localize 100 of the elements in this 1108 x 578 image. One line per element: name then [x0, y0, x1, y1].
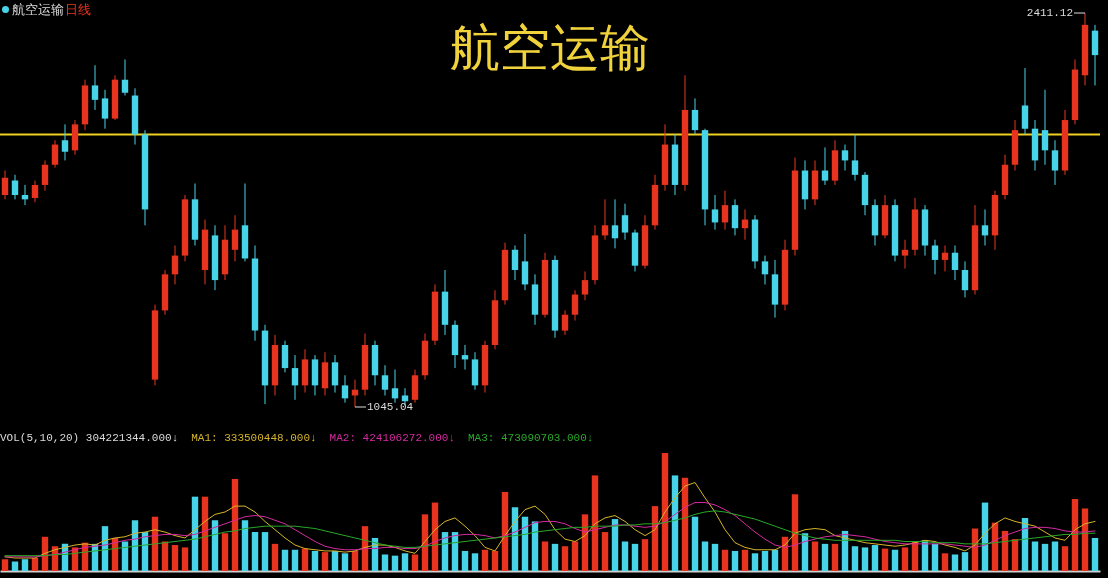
bar: [851, 546, 859, 571]
bar: [741, 549, 749, 571]
bar: [1, 559, 9, 571]
candlestick: [571, 289, 579, 321]
candlestick: [341, 374, 349, 404]
candlestick: [981, 208, 989, 246]
bar: [471, 553, 479, 571]
candlestick: [821, 146, 829, 186]
bar: [821, 543, 829, 571]
bar: [771, 549, 779, 571]
bar: [831, 543, 839, 571]
bar: [571, 541, 579, 571]
bar: [351, 550, 359, 571]
bar: [1041, 543, 1049, 571]
candlestick: [231, 214, 239, 262]
bar: [861, 547, 869, 571]
bar: [641, 539, 649, 571]
bar: [871, 545, 879, 571]
candlestick: [761, 255, 769, 285]
bar: [251, 532, 259, 571]
candlestick: [391, 369, 399, 404]
bar: [291, 549, 299, 571]
candlestick: [61, 123, 69, 161]
candlestick: [961, 260, 969, 298]
candlestick: [841, 144, 849, 172]
text: MA3: 473090703.000↓: [468, 432, 594, 444]
candlestick: [1051, 139, 1059, 186]
candlestick: [171, 245, 179, 285]
bar: [601, 532, 609, 571]
bar: [701, 541, 709, 571]
candlestick: [731, 198, 739, 236]
bar: [931, 543, 939, 571]
bar: [281, 549, 289, 571]
bar: [731, 550, 739, 571]
bar: [621, 541, 629, 571]
bar: [1011, 539, 1019, 571]
candlestick: [101, 89, 109, 130]
candlestick: [601, 198, 609, 241]
annotation: 1045.04: [367, 401, 414, 413]
bar: [751, 553, 759, 571]
candlestick: [721, 190, 729, 231]
candlestick: [41, 159, 49, 192]
candlestick: [1021, 67, 1029, 135]
bar: [241, 520, 249, 571]
bar: [461, 550, 469, 571]
bar: [891, 549, 899, 571]
candlestick: [331, 354, 339, 394]
bar: [1031, 541, 1039, 571]
bar: [1091, 537, 1099, 571]
candlestick: [931, 239, 939, 275]
bar: [1051, 541, 1059, 571]
candlestick: [901, 239, 909, 270]
bar: [591, 475, 599, 571]
bar: [941, 553, 949, 571]
bar: [1061, 546, 1069, 571]
candlestick: [31, 180, 39, 203]
bar: [21, 559, 29, 571]
bar: [551, 543, 559, 571]
bar: [811, 541, 819, 571]
bar: [491, 550, 499, 571]
bar: [561, 546, 569, 571]
bar: [321, 552, 329, 571]
candlestick: [51, 139, 59, 169]
chart-title: 航空运输: [450, 19, 650, 77]
bar: [761, 550, 769, 571]
bar: [31, 558, 39, 571]
candlestick: [11, 174, 19, 200]
bar: [261, 532, 269, 571]
bar: [401, 553, 409, 571]
bar: [411, 554, 419, 571]
bar: [901, 547, 909, 571]
bar: [311, 550, 319, 571]
bar: [531, 521, 539, 571]
bar: [11, 561, 19, 571]
text: MA1: 333500448.000↓: [191, 432, 317, 444]
annotation: 2411.12: [1026, 7, 1073, 19]
bar: [271, 543, 279, 571]
bar: [711, 543, 719, 571]
candlestick: [621, 203, 629, 241]
text: VOL(5,10,20) 304221344.000↓: [0, 432, 179, 444]
candlestick: [561, 309, 569, 336]
bar: [381, 554, 389, 571]
chart-subtitle: 航空运输日线: [12, 2, 91, 17]
candlestick: [941, 245, 949, 272]
candlestick: [291, 354, 299, 401]
candlestick: [91, 64, 99, 111]
candlestick: [711, 194, 719, 231]
candlestick: [1, 170, 9, 200]
bar: [301, 548, 309, 571]
bar: [481, 549, 489, 571]
candlestick: [521, 233, 529, 291]
bar: [631, 543, 639, 571]
bar: [721, 549, 729, 571]
candlestick: [611, 198, 619, 249]
bar: [391, 555, 399, 571]
candlestick: [281, 340, 289, 373]
bar: [221, 533, 229, 571]
candlestick: [581, 270, 589, 301]
candlestick: [121, 58, 129, 97]
bar: [881, 548, 889, 571]
